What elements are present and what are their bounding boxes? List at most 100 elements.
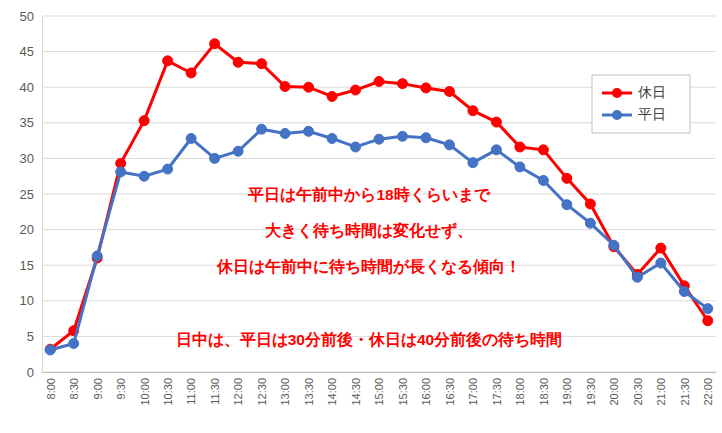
point	[210, 153, 220, 163]
marks	[45, 39, 713, 355]
legend-box	[592, 75, 690, 133]
point	[515, 142, 525, 152]
x-axis-line	[43, 372, 717, 373]
point	[421, 133, 431, 143]
x-tick-label: 13:30	[303, 378, 315, 406]
point	[186, 133, 196, 143]
x-tick-label: 19:00	[561, 378, 573, 406]
point	[186, 68, 196, 78]
y-tick: 50	[20, 9, 42, 24]
x-tick: 19:00	[561, 378, 573, 406]
x-tick: 18:30	[538, 378, 550, 406]
x-tick: 14:30	[350, 378, 362, 406]
grid-line	[42, 372, 716, 373]
x-tick: 22:00	[702, 378, 714, 406]
x-tick: 20:30	[632, 378, 644, 406]
point	[397, 131, 407, 141]
x-tick-label: 12:30	[256, 378, 268, 406]
point	[280, 81, 290, 91]
y-tick: 0	[27, 365, 42, 380]
x-tick: 12:00	[232, 378, 244, 406]
series-line	[50, 44, 708, 349]
legend: 休日平日	[592, 75, 690, 133]
point	[45, 345, 55, 355]
point	[351, 142, 361, 152]
y-tick-label: 25	[20, 187, 34, 202]
x-tick-label: 16:30	[444, 378, 456, 406]
x-tick: 16:00	[420, 378, 432, 406]
x-tick: 17:30	[491, 378, 503, 406]
x-tick: 10:00	[139, 378, 151, 406]
grid-line	[42, 51, 716, 52]
x-tick-label: 14:00	[326, 378, 338, 406]
annotation: 平日は午前中から18時くらいまで	[247, 186, 490, 204]
x-tick: 14:00	[326, 378, 338, 406]
x-tick-label: 20:30	[632, 378, 644, 406]
annotations: 平日は午前中から18時くらいまで大きく待ち時間は変化せず、休日は午前中に待ち時間…	[176, 186, 562, 348]
y-tick-label: 15	[20, 258, 34, 273]
x-tick-label: 9:30	[115, 378, 127, 399]
grid-line	[42, 158, 716, 159]
x-tick: 21:30	[679, 378, 691, 406]
legend-marker	[612, 110, 622, 120]
point	[163, 56, 173, 66]
x-tick: 18:00	[514, 378, 526, 406]
x-tick: 13:30	[303, 378, 315, 406]
y-tick: 40	[20, 80, 42, 95]
point	[351, 85, 361, 95]
x-tick-label: 22:00	[702, 378, 714, 406]
legend-label: 平日	[638, 106, 666, 122]
point	[632, 272, 642, 282]
point	[139, 116, 149, 126]
x-tick: 15:00	[373, 378, 385, 406]
x-tick-label: 8:00	[45, 378, 57, 399]
x-tick-label: 20:00	[608, 378, 620, 406]
x-tick: 21:00	[655, 378, 667, 406]
point	[562, 200, 572, 210]
y-tick: 15	[20, 258, 42, 273]
x-tick: 13:00	[279, 378, 291, 406]
x-tick: 9:30	[115, 378, 127, 399]
point	[163, 164, 173, 174]
x-tick-label: 16:00	[420, 378, 432, 406]
point	[304, 126, 314, 136]
x-tick-label: 21:30	[679, 378, 691, 406]
point	[92, 251, 102, 261]
point	[585, 218, 595, 228]
y-tick: 35	[20, 115, 42, 130]
point	[703, 316, 713, 326]
x-tick: 16:30	[444, 378, 456, 406]
point	[257, 59, 267, 69]
point	[116, 167, 126, 177]
y-tick-label: 10	[20, 293, 34, 308]
point	[304, 82, 314, 92]
point	[491, 117, 501, 127]
point	[233, 146, 243, 156]
annotation: 日中は、平日は30分前後・休日は40分前後の待ち時間	[176, 331, 562, 348]
y-axis-line	[42, 17, 43, 373]
legend-label: 休日	[638, 84, 666, 100]
annotation: 休日は午前中に待ち時間が長くなる傾向！	[216, 258, 521, 276]
y-tick-label: 40	[20, 80, 34, 95]
point	[468, 106, 478, 116]
point	[233, 57, 243, 67]
x-tick-label: 17:30	[491, 378, 503, 406]
x-tick: 11:00	[185, 378, 197, 405]
point	[468, 158, 478, 168]
y-tick: 10	[20, 293, 42, 308]
point	[515, 162, 525, 172]
point	[538, 145, 548, 155]
point	[609, 240, 619, 250]
point	[280, 128, 290, 138]
point	[538, 175, 548, 185]
point	[444, 140, 454, 150]
point	[444, 86, 454, 96]
grid-line	[42, 300, 716, 301]
x-tick: 20:00	[608, 378, 620, 406]
y-tick-label: 20	[20, 222, 34, 237]
point	[374, 77, 384, 87]
x-tick-label: 11:00	[185, 378, 197, 405]
point	[585, 199, 595, 209]
x-tick-label: 15:00	[373, 378, 385, 406]
x-tick-label: 18:30	[538, 378, 550, 406]
